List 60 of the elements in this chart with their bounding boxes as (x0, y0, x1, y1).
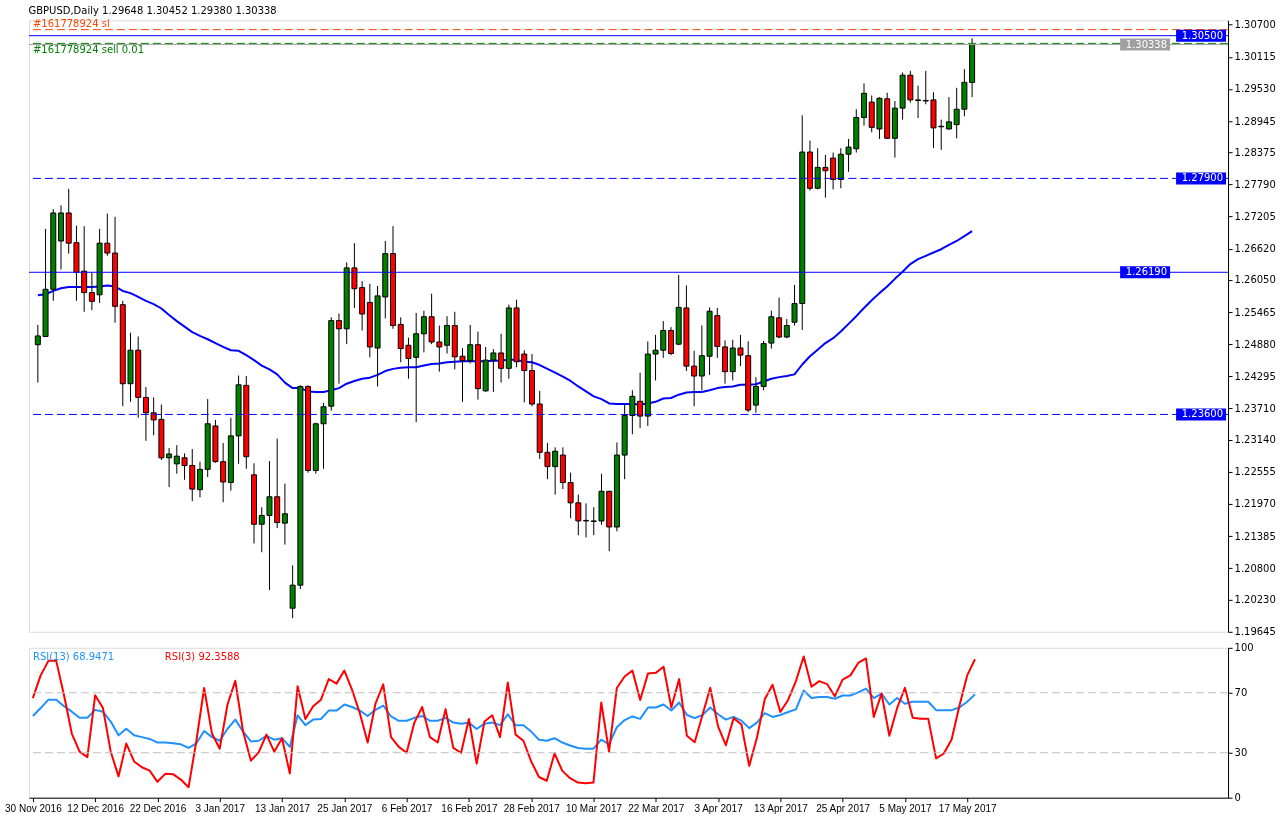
candlestick (281, 483, 288, 546)
y-tick-label: 1.24880 (1234, 338, 1276, 350)
ref-line-label: 1.27900 (1181, 172, 1224, 184)
x-tick-label: 22 Dec 2016 (129, 803, 187, 815)
y-tick-label: 1.30700 (1234, 19, 1276, 31)
y-tick-label: 30 (1234, 747, 1248, 759)
candlestick (335, 312, 342, 385)
x-tick-label: 6 Feb 2017 (381, 803, 433, 815)
y-tick-label: 1.25465 (1234, 306, 1276, 318)
x-tick-label: 13 Jan 2017 (255, 803, 311, 815)
y-tick-label: 1.22555 (1234, 466, 1276, 478)
candlestick (444, 315, 451, 355)
candlestick (667, 326, 674, 356)
ref-line-label: #161778924 sl (32, 17, 110, 29)
series-label: RSI(3) 92.3588 (164, 650, 240, 662)
x-tick-label: 17 May 2017 (938, 803, 998, 815)
y-tick-label: 1.23140 (1234, 434, 1276, 446)
candlestick (583, 502, 590, 538)
y-tick-label: 1.26050 (1234, 274, 1276, 286)
x-tick-label: 25 Jan 2017 (317, 803, 373, 815)
x-tick-label: 5 May 2017 (879, 803, 932, 815)
line-series (31, 687, 976, 750)
y-tick-label: 1.28375 (1234, 146, 1276, 158)
x-tick-label: 13 Apr 2017 (753, 803, 809, 815)
y-tick-label: 1.27790 (1234, 178, 1276, 190)
y-tick-label: 70 (1234, 687, 1248, 699)
candlestick (196, 461, 203, 498)
y-tick-label: 1.27205 (1234, 211, 1276, 223)
ref-line-label: 1.30500 (1181, 29, 1224, 41)
x-tick-label: 25 Apr 2017 (816, 803, 871, 815)
ref-line-label: 1.23600 (1181, 408, 1224, 420)
x-tick-label: 10 Mar 2017 (565, 803, 623, 815)
y-tick-label: 1.21970 (1234, 498, 1276, 510)
y-tick-label: 1.30115 (1234, 51, 1276, 63)
text: RSI(13) 68.9471 (32, 650, 115, 662)
chart-title: GBPUSD,Daily 1.29648 1.30452 1.29380 1.30338 (28, 4, 277, 16)
y-tick-label: 1.28945 (1234, 115, 1276, 127)
x-tick-label: 3 Jan 2017 (195, 803, 246, 815)
ref-line-label: 1.26190 (1125, 266, 1168, 278)
y-tick-label: 1.23710 (1234, 402, 1276, 414)
candlestick (945, 96, 952, 131)
y-tick-label: 1.29530 (1234, 83, 1276, 95)
y-tick-label: 1.20230 (1234, 593, 1276, 605)
candlestick (915, 85, 922, 119)
x-tick-label: 3 Apr 2017 (694, 803, 744, 815)
x-tick-label: 16 Feb 2017 (441, 803, 498, 815)
ref-line-label: #161778924 sell 0.01 (32, 44, 144, 56)
y-tick-label: 1.21385 (1234, 530, 1276, 542)
y-tick-label: 1.24295 (1234, 370, 1276, 382)
y-tick-label: 100 (1234, 642, 1254, 654)
candlestick (142, 386, 149, 442)
x-tick-label: 28 Feb 2017 (503, 803, 561, 815)
y-tick-label: 0 (1234, 792, 1241, 804)
x-tick-label: 12 Dec 2016 (67, 803, 125, 815)
y-tick-label: 1.19645 (1234, 626, 1276, 638)
x-tick-label: 22 Mar 2017 (628, 803, 685, 815)
y-tick-label: 1.26620 (1234, 243, 1276, 255)
x-tick-label: 30 Nov 2016 (5, 803, 63, 815)
ref-line-label: 1.30338 (1125, 38, 1168, 50)
y-tick-label: 1.20800 (1234, 562, 1276, 574)
